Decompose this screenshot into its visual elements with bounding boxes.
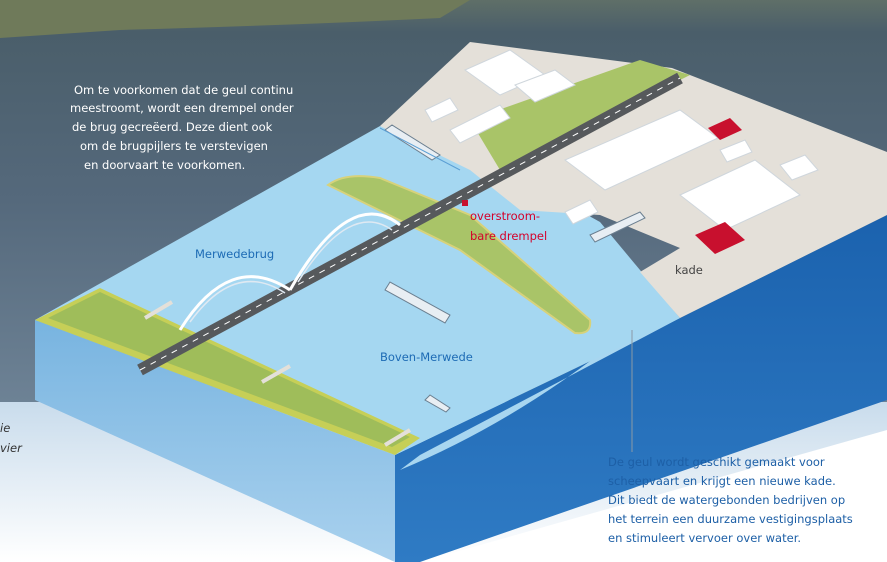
leader-line: [379, 127, 461, 171]
annotation-bottom-right: De geul wordt geschikt gemaakt voor sche…: [608, 455, 853, 545]
arch: [288, 212, 401, 291]
right-face: [395, 215, 887, 562]
annotation-line: het terrein een duurzame vestigingsplaat…: [608, 512, 853, 526]
annotation-line: en doorvaart te voorkomen.: [84, 158, 245, 172]
label-drempel: overstroom-: [470, 209, 540, 223]
annotation-line: om de brugpijlers te verstevigen: [80, 139, 268, 153]
label-bridge: Merwedebrug: [195, 247, 274, 261]
annotation-line: meestroomt, wordt een drempel onder: [70, 101, 294, 115]
island: [326, 175, 592, 335]
annotation-line: de brug gecreëerd. Deze dient ook: [72, 120, 273, 134]
annotation-top-left: Om te voorkomen dat de geul continu mees…: [70, 83, 294, 172]
annotation-line: scheepvaart en krijgt een nieuwe kade.: [608, 474, 836, 488]
photo-bank: [0, 0, 470, 38]
arch: [189, 221, 393, 323]
annotation-line: Dit biedt de watergebonden bedrijven op: [608, 493, 845, 507]
arch: [178, 275, 291, 331]
ships: [384, 124, 646, 413]
threshold-marker: [462, 200, 468, 206]
cut-text: vier: [0, 441, 23, 455]
jetties: [143, 300, 412, 447]
annotation-line: De geul wordt geschikt gemaakt voor: [608, 455, 825, 469]
front-face: [35, 320, 395, 562]
buildings: [424, 49, 819, 231]
cut-text: ie: [0, 421, 10, 435]
channel-slope: [400, 318, 680, 470]
bank: [48, 292, 410, 447]
building-red: [708, 118, 742, 140]
label-river: Boven-Merwede: [380, 350, 473, 364]
label-kade: kade: [675, 263, 703, 277]
annotation-line: Om te voorkomen dat de geul continu: [74, 83, 293, 97]
annotation-line: en stimuleert vervoer over water.: [608, 531, 801, 545]
green-strip: [470, 60, 690, 170]
building-red: [695, 222, 745, 254]
road: [137, 72, 683, 376]
label-drempel: bare drempel: [470, 229, 547, 243]
